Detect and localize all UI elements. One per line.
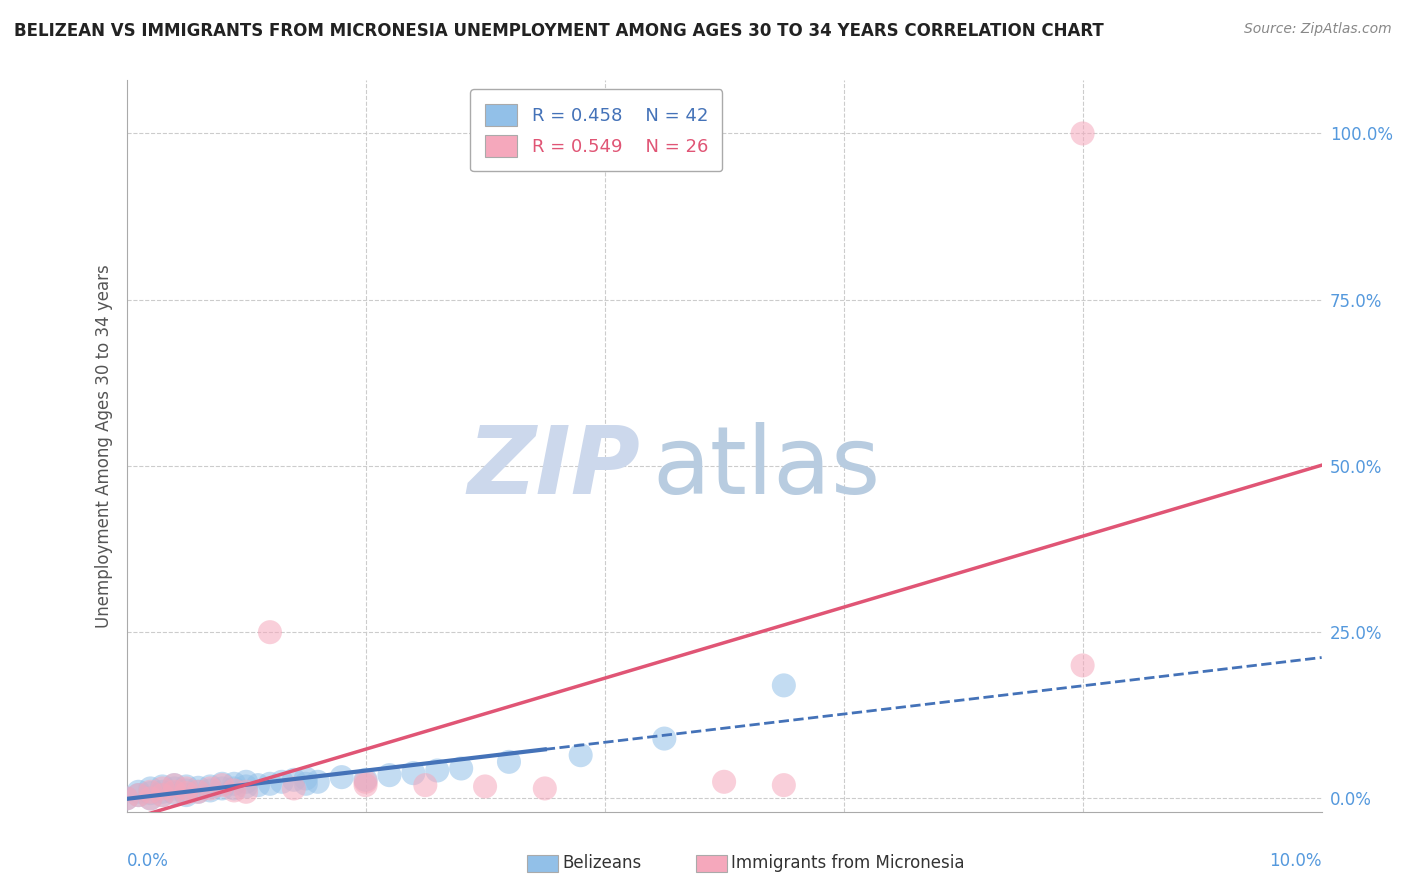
Point (773, 678, 796, 692)
Point (354, 772, 377, 787)
Point (222, 781, 246, 796)
Point (127, 788, 149, 802)
Text: Belizeans: Belizeans (562, 855, 641, 872)
Point (259, 625, 281, 640)
Point (200, 780, 222, 794)
Point (211, 778, 233, 792)
Point (235, 780, 257, 794)
Point (450, 762, 472, 776)
Point (283, 772, 305, 787)
Point (115, 791, 138, 805)
Point (474, 780, 496, 794)
Text: atlas: atlas (652, 422, 880, 514)
Point (294, 772, 316, 786)
Point (174, 786, 197, 800)
Point (139, 791, 162, 805)
Point (187, 780, 209, 795)
Y-axis label: Unemployment Among Ages 30 to 34 years: Unemployment Among Ages 30 to 34 years (94, 264, 112, 628)
Point (174, 783, 197, 797)
Text: 10.0%: 10.0% (1270, 852, 1322, 870)
Point (652, 731, 675, 746)
Point (187, 785, 209, 799)
Point (1071, 127, 1094, 141)
Point (174, 788, 197, 802)
Point (152, 788, 174, 802)
Point (174, 781, 197, 796)
Point (235, 774, 257, 789)
Point (163, 785, 186, 799)
Point (163, 786, 186, 800)
Point (270, 774, 294, 789)
Point (211, 777, 233, 791)
Point (222, 783, 246, 797)
Point (354, 778, 377, 792)
Point (163, 778, 186, 792)
Point (426, 764, 449, 778)
Point (174, 780, 197, 794)
Point (211, 781, 233, 796)
Text: Immigrants from Micronesia: Immigrants from Micronesia (731, 855, 965, 872)
Point (115, 791, 138, 805)
Point (139, 791, 162, 805)
Point (152, 780, 174, 794)
Point (307, 774, 329, 789)
Point (378, 768, 401, 782)
Legend: R = 0.458    N = 42, R = 0.549    N = 26: R = 0.458 N = 42, R = 0.549 N = 26 (470, 89, 723, 171)
Point (534, 781, 557, 796)
Point (247, 778, 270, 792)
Text: Source: ZipAtlas.com: Source: ZipAtlas.com (1244, 22, 1392, 37)
Point (773, 778, 796, 792)
Point (415, 778, 437, 792)
Point (139, 781, 162, 796)
Point (330, 770, 353, 784)
Point (235, 785, 257, 799)
Point (139, 786, 162, 800)
Point (294, 777, 316, 791)
Point (713, 774, 735, 789)
Text: BELIZEAN VS IMMIGRANTS FROM MICRONESIA UNEMPLOYMENT AMONG AGES 30 TO 34 YEARS CO: BELIZEAN VS IMMIGRANTS FROM MICRONESIA U… (14, 22, 1104, 40)
Point (283, 781, 305, 796)
Point (127, 785, 149, 799)
Point (127, 788, 149, 802)
Point (402, 766, 425, 780)
Point (498, 755, 520, 769)
Point (259, 777, 281, 791)
Point (354, 774, 377, 789)
Point (139, 785, 162, 799)
Text: 0.0%: 0.0% (127, 852, 169, 870)
Point (187, 785, 209, 799)
Point (152, 788, 174, 802)
Point (152, 785, 174, 799)
Point (222, 777, 246, 791)
Point (569, 748, 592, 763)
Point (163, 781, 186, 796)
Point (200, 783, 222, 797)
Point (1071, 658, 1094, 673)
Text: ZIP: ZIP (468, 422, 640, 514)
Point (200, 781, 222, 796)
Point (152, 781, 174, 796)
Point (163, 778, 186, 792)
